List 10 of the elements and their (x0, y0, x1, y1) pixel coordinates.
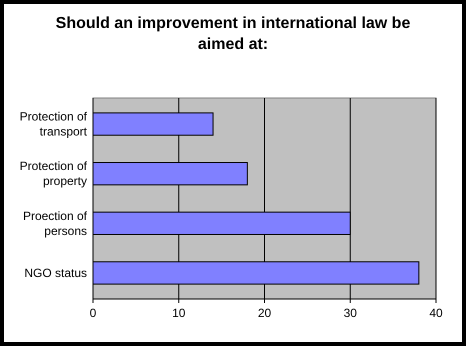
x-tick-label: 30 (344, 306, 358, 320)
y-tick-label: Protection of property (20, 159, 88, 188)
x-tick-label: 40 (429, 306, 443, 320)
x-tick-label: 20 (258, 306, 272, 320)
x-tick-label: 10 (172, 306, 186, 320)
chart-title: Should an improvement in international law be aimed at: (56, 15, 410, 53)
y-tick-label: Protection of transport (20, 110, 88, 139)
x-tick-label: 0 (90, 306, 97, 320)
y-tick-label: NGO status (24, 266, 87, 280)
y-tick-label: Proection of persons (22, 208, 88, 238)
